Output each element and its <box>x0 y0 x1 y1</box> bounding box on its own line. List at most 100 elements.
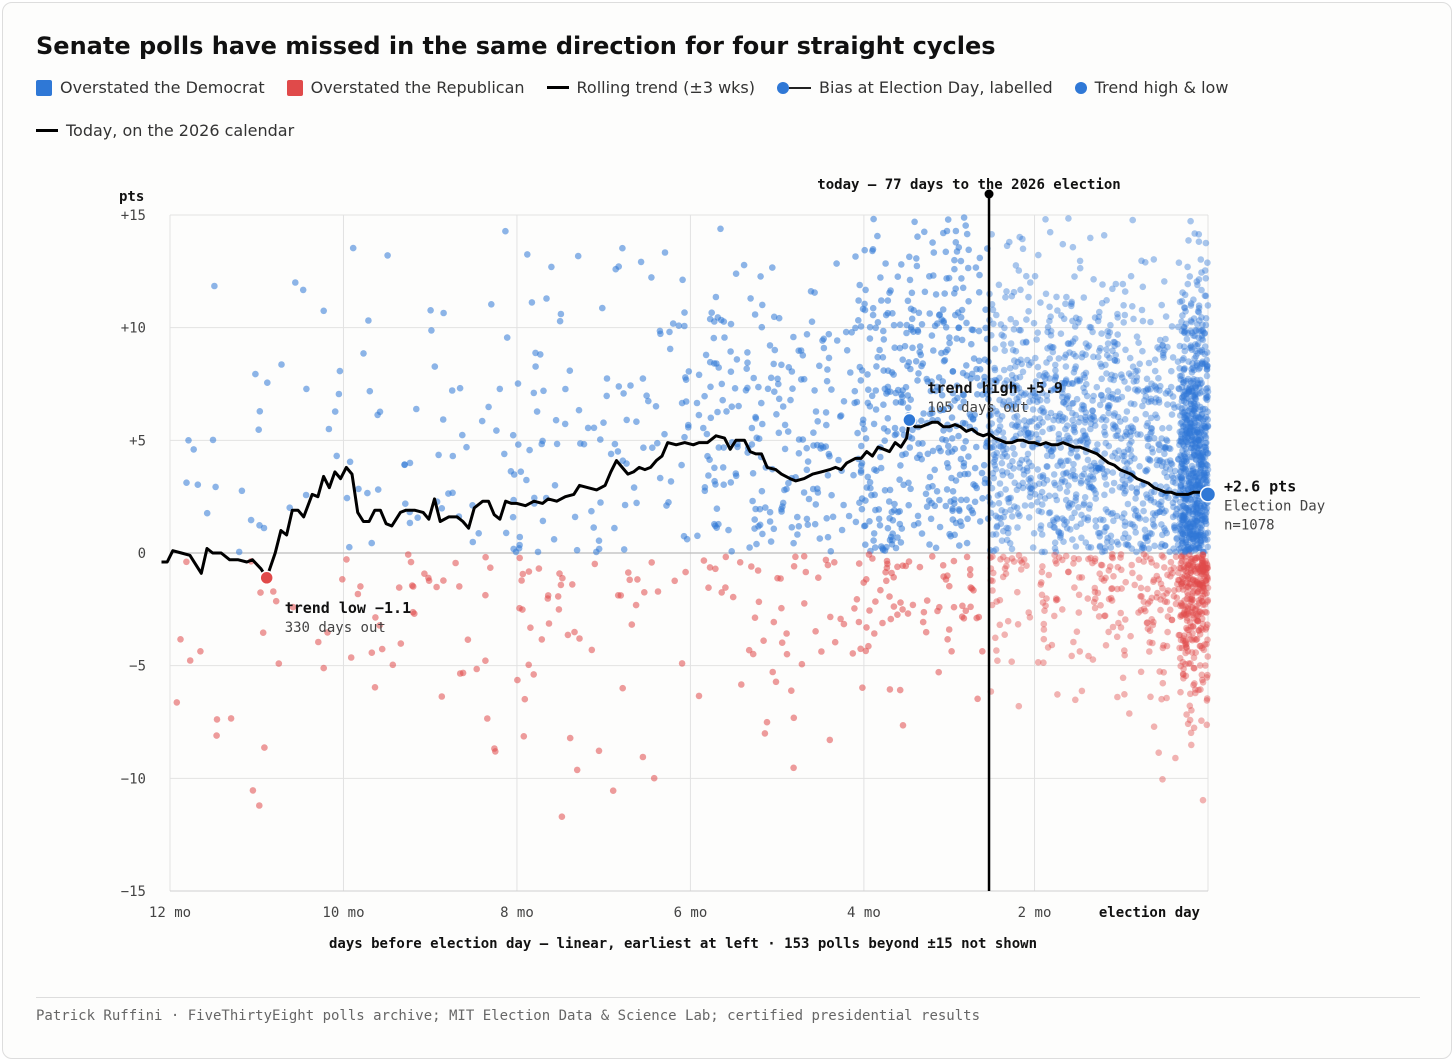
poll-point-1834 <box>1062 376 1070 384</box>
poll-point-752 <box>974 391 981 398</box>
poll-point-1624 <box>1104 387 1112 394</box>
poll-point-1689 <box>1197 502 1204 510</box>
poll-point-2465 <box>1053 385 1060 393</box>
poll-point-3232 <box>1198 411 1205 419</box>
poll-point-2607 <box>1189 387 1196 395</box>
poll-point-1021 <box>932 387 939 395</box>
poll-point-2921 <box>1148 488 1155 496</box>
poll-point-902 <box>862 497 869 504</box>
poll-point-962 <box>899 426 906 433</box>
poll-point-2596 <box>1182 495 1189 502</box>
poll-point-2559 <box>1147 397 1155 405</box>
poll-point-1138 <box>1007 506 1014 514</box>
poll-point-1770 <box>1073 395 1081 403</box>
poll-point-784 <box>931 322 939 330</box>
poll-point-655 <box>919 618 927 626</box>
poll-point-2543 <box>1095 465 1102 472</box>
poll-point-623 <box>966 571 974 579</box>
poll-point-1590 <box>1193 444 1201 452</box>
poll-point-1234 <box>1186 523 1194 531</box>
poll-point-325 <box>753 540 760 548</box>
poll-point-3019 <box>1084 478 1091 486</box>
poll-point-2755 <box>1106 354 1113 362</box>
poll-point-2723 <box>1055 430 1063 438</box>
poll-point-3335 <box>1127 446 1134 454</box>
poll-point-2552 <box>1182 415 1190 422</box>
poll-point-3067 <box>1172 754 1179 762</box>
poll-point-1646 <box>1056 410 1064 418</box>
poll-point-1887 <box>1203 366 1211 374</box>
poll-point-1316 <box>1187 437 1195 444</box>
poll-point-2359 <box>1054 307 1061 314</box>
poll-point-2590 <box>1178 477 1186 485</box>
poll-point-1354 <box>1192 395 1200 403</box>
poll-point-2356 <box>1150 618 1157 626</box>
poll-point-2697 <box>1191 391 1199 399</box>
poll-point-2467 <box>1182 660 1189 668</box>
poll-point-1842 <box>1103 346 1110 353</box>
poll-point-482 <box>818 648 825 655</box>
poll-point-1565 <box>1187 660 1194 667</box>
poll-point-1099 <box>1181 463 1189 471</box>
poll-point-3043 <box>1026 398 1033 406</box>
poll-point-2403 <box>993 647 1000 654</box>
poll-point-1564 <box>1184 486 1192 493</box>
poll-point-995 <box>940 357 948 365</box>
poll-point-1038 <box>960 463 968 470</box>
poll-point-942 <box>923 503 931 511</box>
poll-point-1629 <box>1178 438 1185 446</box>
poll-point-2642 <box>1193 616 1200 624</box>
poll-point-1324 <box>1199 405 1207 413</box>
poll-point-1916 <box>1197 567 1204 575</box>
poll-point-407 <box>790 333 797 341</box>
poll-point-1085 <box>1197 608 1204 615</box>
poll-point-2320 <box>1196 608 1203 616</box>
poll-point-1362 <box>1187 729 1195 737</box>
poll-point-1905 <box>1188 410 1195 418</box>
poll-point-2689 <box>1200 567 1207 574</box>
poll-point-1614 <box>1098 330 1105 337</box>
poll-point-3116 <box>1198 557 1206 564</box>
poll-point-446 <box>740 261 748 269</box>
poll-point-1096 <box>1182 649 1189 657</box>
poll-point-1417 <box>1183 417 1191 425</box>
poll-point-1325 <box>1177 580 1185 588</box>
poll-point-3193 <box>1108 510 1115 518</box>
poll-point-959 <box>958 275 965 282</box>
poll-point-1068 <box>1082 409 1090 416</box>
poll-point-1851 <box>1015 267 1023 274</box>
poll-point-1738 <box>1192 605 1200 613</box>
poll-point-2110 <box>1196 581 1204 589</box>
poll-point-2577 <box>1204 462 1211 469</box>
poll-point-205 <box>510 471 518 478</box>
poll-point-1980 <box>1013 486 1021 494</box>
poll-point-1937 <box>1036 415 1044 422</box>
poll-point-2461 <box>1191 431 1199 439</box>
poll-point-26 <box>209 436 217 444</box>
poll-point-395 <box>816 362 823 370</box>
poll-point-544 <box>805 495 813 503</box>
poll-point-789 <box>933 488 941 495</box>
poll-point-730 <box>866 518 873 525</box>
poll-point-2455 <box>1197 572 1204 580</box>
poll-point-229 <box>545 620 553 627</box>
poll-point-1049 <box>884 560 891 568</box>
poll-point-2558 <box>1187 300 1195 307</box>
poll-point-2752 <box>1046 317 1053 325</box>
poll-point-733 <box>979 495 986 502</box>
poll-point-2913 <box>1190 520 1197 528</box>
poll-point-414 <box>823 421 830 429</box>
poll-point-2418 <box>1178 297 1186 305</box>
poll-point-243 <box>514 380 522 387</box>
poll-point-250 <box>650 774 658 782</box>
poll-point-1592 <box>1032 393 1039 400</box>
poll-point-2123 <box>1186 344 1194 352</box>
poll-point-3247 <box>1188 484 1195 492</box>
poll-point-2687 <box>1187 481 1194 488</box>
poll-point-2036 <box>1110 517 1117 525</box>
poll-point-3106 <box>1069 466 1077 474</box>
poll-point-1279 <box>1118 514 1126 521</box>
poll-point-2840 <box>1003 445 1010 453</box>
poll-point-1154 <box>1183 539 1190 546</box>
poll-point-1453 <box>1200 548 1207 556</box>
